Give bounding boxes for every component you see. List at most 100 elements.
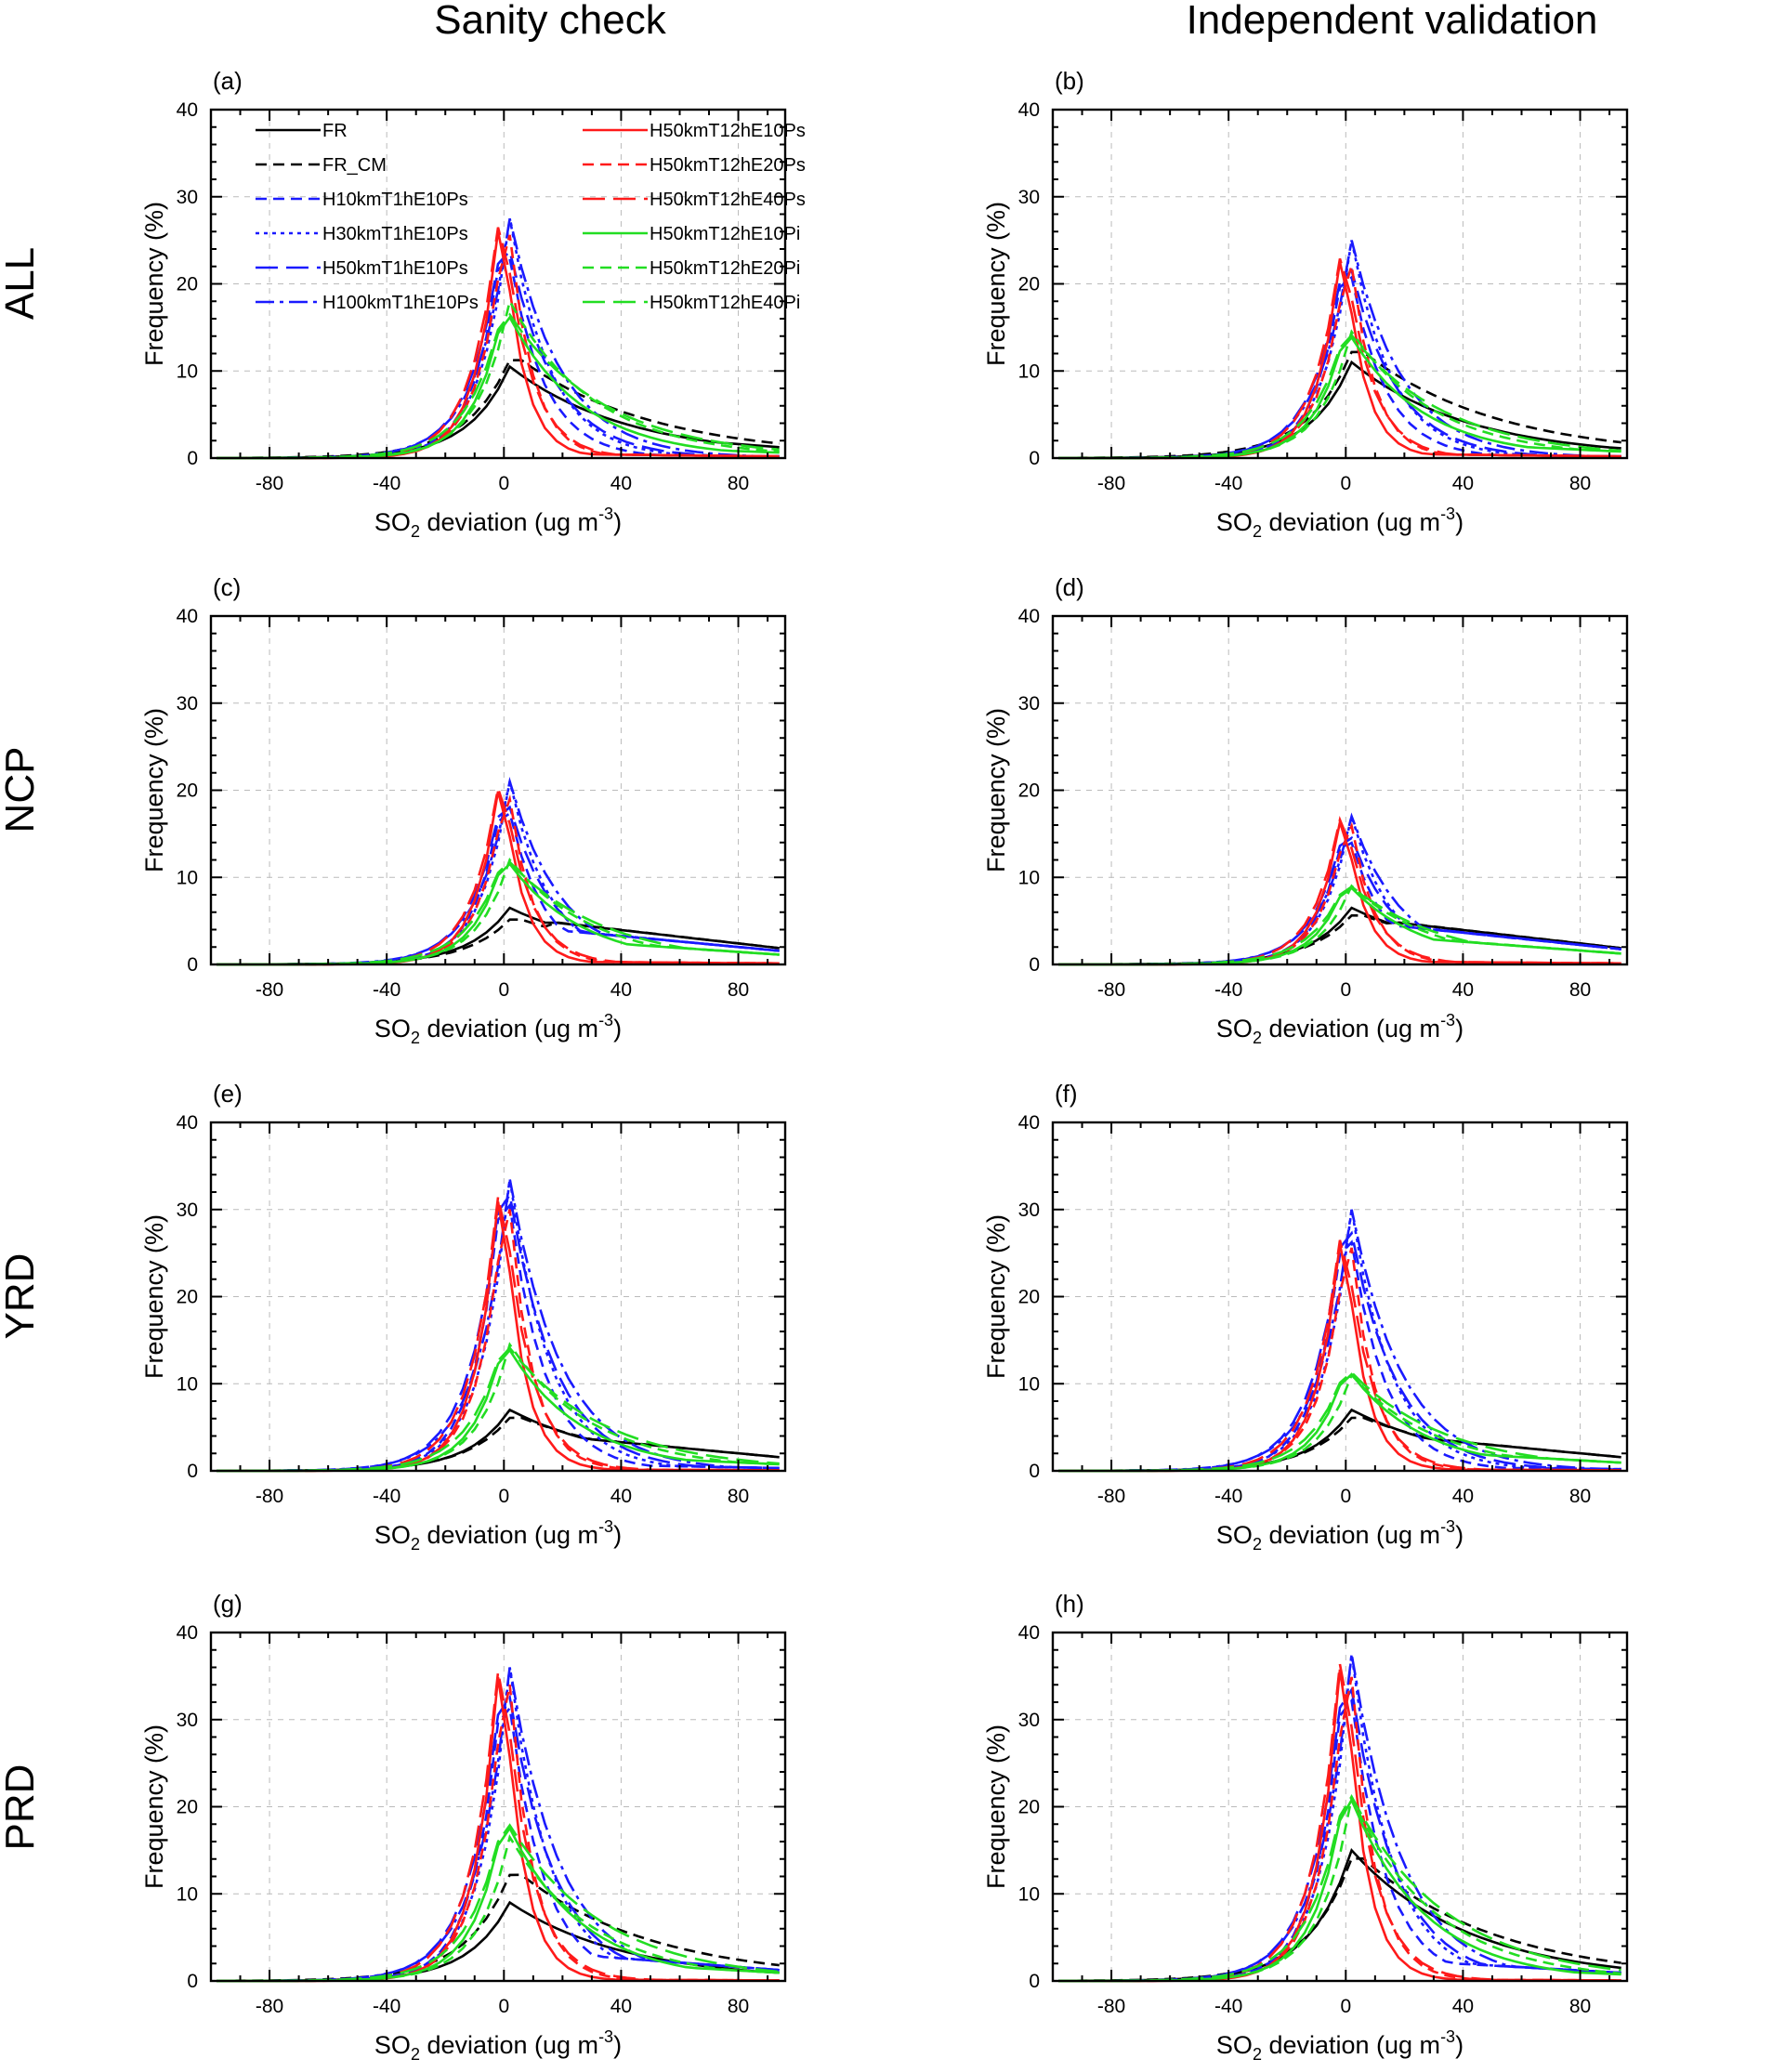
y-tick-label: 10 — [177, 1883, 198, 1905]
chart-panel-b: -80 -40 0 40 80 0 10 20 30 40 (b) Frequency (%) SO2 … — [982, 67, 1629, 541]
y-tick-label: 40 — [1018, 1112, 1040, 1134]
x-tick-label: 40 — [1452, 473, 1474, 494]
legend-label: H50kmT12hE10Ps — [650, 121, 806, 141]
x-tick-label: -40 — [1214, 1486, 1242, 1507]
series-line-fr-cm — [217, 359, 780, 460]
y-tick-label: 20 — [1018, 274, 1040, 295]
y-tick-label: 30 — [177, 1200, 198, 1221]
series-line-h30kmt1he10ps — [1058, 811, 1621, 966]
x-tick-label: -40 — [373, 1996, 400, 2017]
legend-label: FR_CM — [322, 155, 387, 176]
x-tick-label: 40 — [1452, 1996, 1474, 2017]
y-tick-label: 40 — [1018, 99, 1040, 121]
series-line-h50kmt12he10pi — [217, 1826, 780, 1983]
y-tick-label: 30 — [177, 693, 198, 715]
series-line-h100kmt1he10ps — [1058, 240, 1621, 460]
x-tick-label: -80 — [256, 1996, 283, 2017]
legend-label: H30kmT1hE10Ps — [322, 224, 468, 244]
x-tick-label: 40 — [1452, 979, 1474, 1001]
x-tick-label: 80 — [1569, 979, 1591, 1001]
y-tick-label: 30 — [177, 1710, 198, 1731]
x-tick-label: 0 — [1340, 473, 1351, 494]
y-tick-label: 30 — [1018, 1200, 1040, 1221]
y-tick-label: 0 — [187, 1971, 198, 1992]
x-axis-title: SO2 deviation (ug m-3) — [374, 1517, 622, 1554]
x-tick-label: 80 — [728, 979, 749, 1001]
y-tick-label: 20 — [177, 1287, 198, 1308]
y-tick-label: 10 — [177, 867, 198, 888]
chart-panel-d: -80 -40 0 40 80 0 10 20 30 40 (d) Frequency (%) SO2 … — [982, 573, 1629, 1047]
y-tick-label: 40 — [1018, 1622, 1040, 1644]
series-line-h50kmt1he10ps — [217, 1694, 780, 1983]
x-tick-label: 80 — [728, 1486, 749, 1507]
x-tick-label: -40 — [373, 979, 400, 1001]
y-tick-label: 0 — [187, 1461, 198, 1482]
legend-label: FR — [322, 121, 348, 141]
series-line-fr — [1058, 1847, 1621, 1983]
y-tick-label: 20 — [177, 780, 198, 802]
series-line-h30kmt1he10ps — [1058, 240, 1621, 460]
chart-panel-g: -80 -40 0 40 80 0 10 20 30 40 (g) Frequency (%) SO2 … — [140, 1590, 787, 2064]
y-tick-label: 20 — [1018, 1797, 1040, 1818]
legend-label: H10kmT1hE10Ps — [322, 190, 468, 210]
panel-letter: (d) — [1055, 573, 1084, 601]
y-axis-title: Frequency (%) — [140, 1724, 168, 1889]
y-tick-label: 40 — [177, 99, 198, 121]
y-tick-label: 0 — [1029, 1461, 1040, 1482]
x-axis-title: SO2 deviation (ug m-3) — [1216, 1517, 1464, 1554]
x-tick-label: 80 — [1569, 1996, 1591, 2017]
y-axis-title: Frequency (%) — [140, 1214, 168, 1379]
x-tick-label: 40 — [610, 1486, 632, 1507]
series-line-h100kmt1he10ps — [1058, 812, 1621, 966]
legend-label: H50kmT12hE20Ps — [650, 155, 806, 176]
legend-label: H50kmT12hE10Pi — [650, 224, 800, 244]
panel-letter: (e) — [213, 1080, 243, 1108]
series-line-fr — [217, 364, 780, 460]
x-tick-label: -80 — [1097, 1996, 1125, 2017]
y-tick-label: 40 — [177, 1112, 198, 1134]
legend-label: H100kmT1hE10Ps — [322, 293, 479, 313]
series-line-h50kmt12he20pi — [217, 297, 780, 460]
column-title-validation: Independent validation — [1187, 0, 1598, 43]
x-tick-label: 40 — [610, 473, 632, 494]
series-line-h50kmt12he40ps — [1058, 1239, 1621, 1473]
chart-panel-c: -80 -40 0 40 80 0 10 20 30 40 (c) Frequency (%) SO2 … — [140, 573, 787, 1047]
series-line-fr — [217, 906, 780, 966]
series-line-h50kmt12he10ps — [1058, 1243, 1621, 1473]
x-axis-title: SO2 deviation (ug m-3) — [374, 505, 622, 541]
y-tick-label: 40 — [177, 1622, 198, 1644]
y-tick-label: 30 — [1018, 187, 1040, 208]
series-line-h50kmt1he10ps — [1058, 268, 1621, 460]
x-tick-label: -80 — [1097, 1486, 1125, 1507]
chart-panel-h: -80 -40 0 40 80 0 10 20 30 40 (h) Frequency (%) SO2 … — [982, 1590, 1629, 2064]
x-axis-title: SO2 deviation (ug m-3) — [1216, 505, 1464, 541]
x-tick-label: 40 — [1452, 1486, 1474, 1507]
series-line-h100kmt1he10ps — [217, 217, 780, 460]
legend-label: H50kmT12hE40Ps — [650, 190, 806, 210]
x-axis-title: SO2 deviation (ug m-3) — [1216, 2027, 1464, 2064]
y-tick-label: 30 — [177, 187, 198, 208]
x-axis-title: SO2 deviation (ug m-3) — [374, 1011, 622, 1047]
series-line-fr — [1058, 1408, 1621, 1473]
y-tick-label: 0 — [1029, 1971, 1040, 1992]
y-tick-label: 20 — [177, 274, 198, 295]
x-tick-label: 80 — [1569, 1486, 1591, 1507]
chart-panel-f: -80 -40 0 40 80 0 10 20 30 40 (f) Frequency (%) SO2 … — [982, 1080, 1629, 1554]
x-tick-label: 0 — [498, 473, 509, 494]
y-tick-label: 0 — [187, 954, 198, 976]
panel-letter: (h) — [1055, 1590, 1084, 1618]
x-tick-label: -80 — [256, 1486, 283, 1507]
x-tick-label: 80 — [728, 473, 749, 494]
series-line-fr-cm — [1058, 1856, 1621, 1983]
x-tick-label: 80 — [728, 1996, 749, 2017]
plot-frame — [1051, 614, 1629, 966]
y-tick-label: 10 — [1018, 1373, 1040, 1395]
y-tick-label: 20 — [1018, 780, 1040, 802]
y-axis-title: Frequency (%) — [982, 1724, 1010, 1889]
x-tick-label: -40 — [373, 1486, 400, 1507]
y-axis-title: Frequency (%) — [982, 708, 1010, 872]
x-tick-label: 0 — [498, 979, 509, 1001]
y-tick-label: 10 — [1018, 867, 1040, 888]
plot-frame — [209, 614, 787, 966]
